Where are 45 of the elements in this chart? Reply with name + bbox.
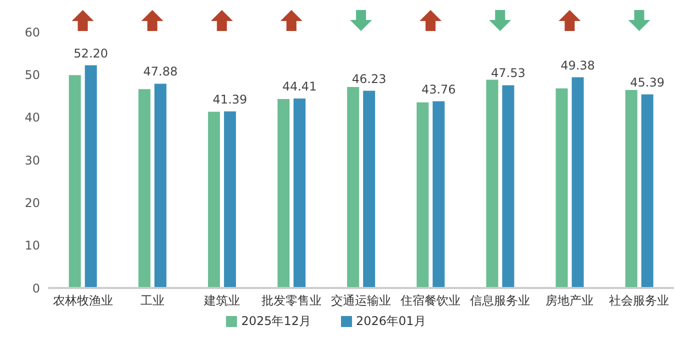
data-label: 43.76	[421, 82, 456, 96]
bar	[432, 101, 445, 288]
bar	[625, 90, 638, 288]
bar	[208, 112, 220, 288]
bar	[641, 94, 654, 288]
legend-label: 2025年12月	[241, 314, 311, 328]
x-tick-label: 建筑业	[202, 294, 240, 308]
data-label: 49.38	[560, 58, 595, 72]
data-label: 47.53	[491, 66, 526, 80]
data-label: 52.20	[74, 46, 108, 60]
bar	[294, 98, 306, 288]
x-tick-label: 社会服务业	[609, 294, 670, 308]
bar	[416, 102, 429, 288]
data-label: 41.39	[212, 92, 248, 106]
x-tick-label: 住宿餐饮业	[400, 294, 461, 308]
x-tick-label: 房地产业	[546, 294, 594, 308]
x-tick-label: 农林牧渔业	[52, 294, 113, 308]
y-tick-label: 0	[32, 281, 40, 296]
data-label: 45.39	[630, 75, 664, 90]
bar	[502, 85, 514, 288]
x-tick-label: 工业	[140, 294, 164, 308]
bar	[68, 75, 81, 288]
bar	[486, 80, 498, 288]
bar	[347, 87, 360, 288]
legend-label: 2026年01月	[356, 314, 426, 328]
bar	[224, 111, 236, 288]
x-tick-label: 批发零售业	[261, 294, 322, 308]
bar	[278, 98, 290, 288]
bar	[154, 84, 166, 288]
y-tick-label: 30	[24, 153, 40, 168]
bar	[138, 89, 150, 288]
bar	[556, 88, 568, 288]
y-tick-label: 20	[24, 196, 40, 210]
x-tick-label: 交通运输业	[331, 294, 391, 308]
bar	[572, 77, 584, 288]
y-tick-label: 50	[24, 68, 40, 82]
bar	[363, 90, 376, 288]
data-label: 47.88	[143, 64, 178, 79]
bar	[84, 65, 97, 288]
y-tick-label: 40	[24, 110, 40, 125]
data-label: 44.41	[282, 80, 317, 94]
y-tick-label: 60	[24, 25, 40, 40]
y-tick-label: 10	[24, 238, 40, 253]
data-label: 46.23	[352, 72, 386, 86]
x-tick-label: 信息服务业	[470, 294, 530, 308]
